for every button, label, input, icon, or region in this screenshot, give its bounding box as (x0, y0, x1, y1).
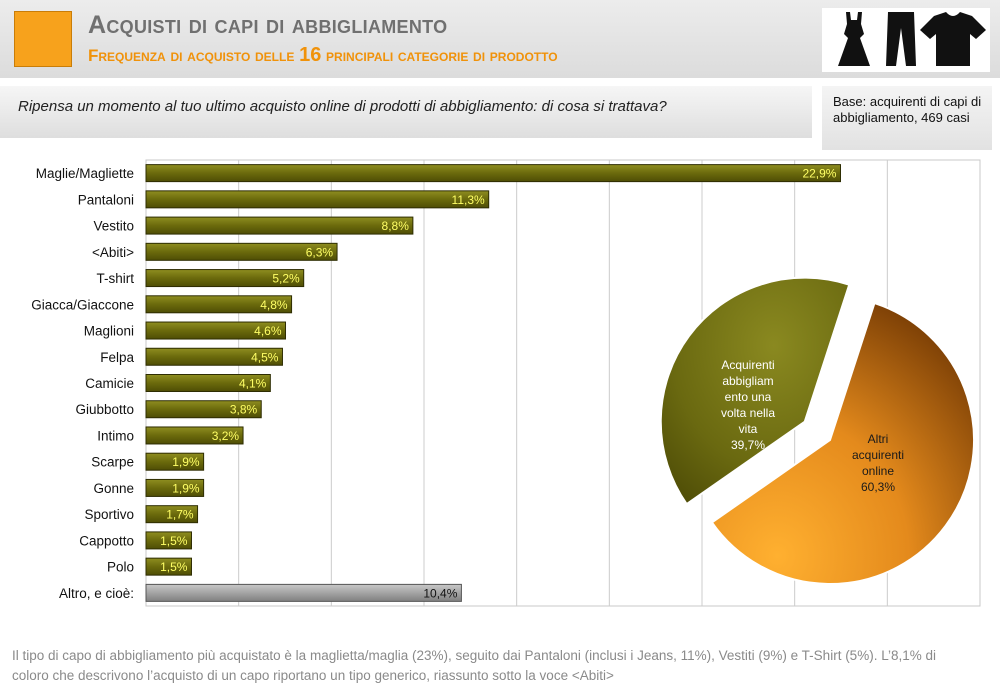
bar (145, 269, 305, 288)
pie-label: vita (739, 422, 758, 436)
bar (145, 505, 199, 524)
pie-label: Altri (868, 432, 889, 446)
category-label: Cappotto (79, 533, 134, 548)
data-label: 3,2% (212, 429, 240, 443)
bar (145, 452, 205, 471)
category-label: Vestito (93, 219, 134, 234)
dress-icon (838, 12, 870, 66)
data-label: 4,8% (260, 298, 288, 312)
pie-slice (659, 276, 851, 506)
data-label: 3,8% (230, 403, 258, 417)
data-label: 5,2% (272, 272, 300, 286)
base-note: Base: acquirenti di capi di abbigliament… (833, 94, 982, 125)
bar (145, 400, 262, 419)
data-label: 4,5% (251, 350, 279, 364)
category-label: Giubbotto (75, 402, 134, 417)
category-label: Altro, e cioè: (59, 586, 134, 601)
page-title-text: Acquisti di capi di abbigliamento (88, 11, 448, 39)
bar (145, 374, 271, 392)
data-label: 4,6% (254, 324, 282, 338)
bar (145, 190, 490, 209)
bar (145, 557, 192, 576)
pie-chart: Acquirenti abbigliam ento una volta nella vi… (659, 276, 975, 585)
question-bar (0, 86, 812, 138)
clothing-icons (822, 8, 990, 72)
trousers-icon (886, 12, 916, 66)
data-label: 11,3% (452, 193, 485, 207)
pie-label: acquirenti (852, 448, 904, 462)
bar (145, 216, 414, 235)
bar (145, 426, 244, 445)
pie-slice (710, 301, 975, 585)
survey-question: Ripensa un momento al tuo ultimo acquist… (18, 98, 667, 115)
subtitle-post: principali categorie di prodotto (321, 46, 558, 65)
category-label: Felpa (100, 350, 134, 365)
footer-note: Il tipo di capo di abbigliamento più acq… (12, 648, 936, 683)
data-label: 22,9% (802, 167, 836, 181)
bar (145, 321, 287, 340)
pie-label: 39,7% (731, 438, 765, 452)
bar (145, 295, 293, 314)
pie-label: ento una (725, 390, 772, 404)
category-label: Polo (107, 560, 134, 575)
category-label: Scarpe (91, 455, 134, 470)
page-title: Acquisti di capi di abbigliamento (88, 11, 447, 40)
category-label: Pantaloni (78, 192, 134, 207)
bar (145, 164, 841, 183)
page-subtitle: Frequenza di acquisto delle 16 principal… (88, 44, 558, 67)
header-accent-square (14, 11, 72, 67)
bar (145, 347, 283, 366)
bar-series: Maglie/Magliette 22,9% Pantaloni 11,3% Vesti… (31, 164, 841, 602)
data-label: 1,5% (160, 560, 188, 574)
bar (145, 478, 205, 497)
data-label: 1,9% (172, 481, 200, 495)
category-label: Camicie (85, 376, 134, 391)
purchase-frequency-chart: Maglie/Magliette 22,9% Pantaloni 11,3% Vesti… (31, 159, 981, 607)
pie-label: Acquirenti (721, 358, 774, 372)
bar (145, 531, 192, 550)
data-label: 8,8% (382, 219, 410, 233)
tshirt-icon (920, 12, 986, 66)
bar (145, 242, 338, 261)
category-label: Maglie/Magliette (36, 166, 134, 181)
category-label: T-shirt (96, 271, 134, 286)
data-label: 1,9% (172, 455, 200, 469)
base-box (822, 86, 992, 150)
pie-label: volta nella (721, 406, 775, 420)
category-label: <Abiti> (92, 245, 134, 260)
pie-label: online (862, 464, 894, 478)
category-label: Intimo (97, 428, 134, 443)
subtitle-pre: Frequenza di acquisto delle (88, 46, 300, 65)
category-label: Sportivo (84, 507, 134, 522)
chart-gridlines (145, 159, 981, 607)
category-label: Maglioni (84, 324, 134, 339)
data-label: 1,5% (160, 534, 188, 548)
pie-label: 60,3% (861, 480, 895, 494)
subtitle-number: 16 (299, 44, 322, 66)
data-label: 1,7% (166, 508, 194, 522)
pie-label: abbigliam (722, 374, 773, 388)
data-label: 10,4% (423, 586, 457, 600)
category-label: Giacca/Giaccone (31, 297, 134, 312)
data-label: 6,3% (306, 245, 334, 259)
data-label: 4,1% (239, 377, 267, 391)
bar (145, 583, 462, 602)
category-label: Gonne (93, 481, 134, 496)
